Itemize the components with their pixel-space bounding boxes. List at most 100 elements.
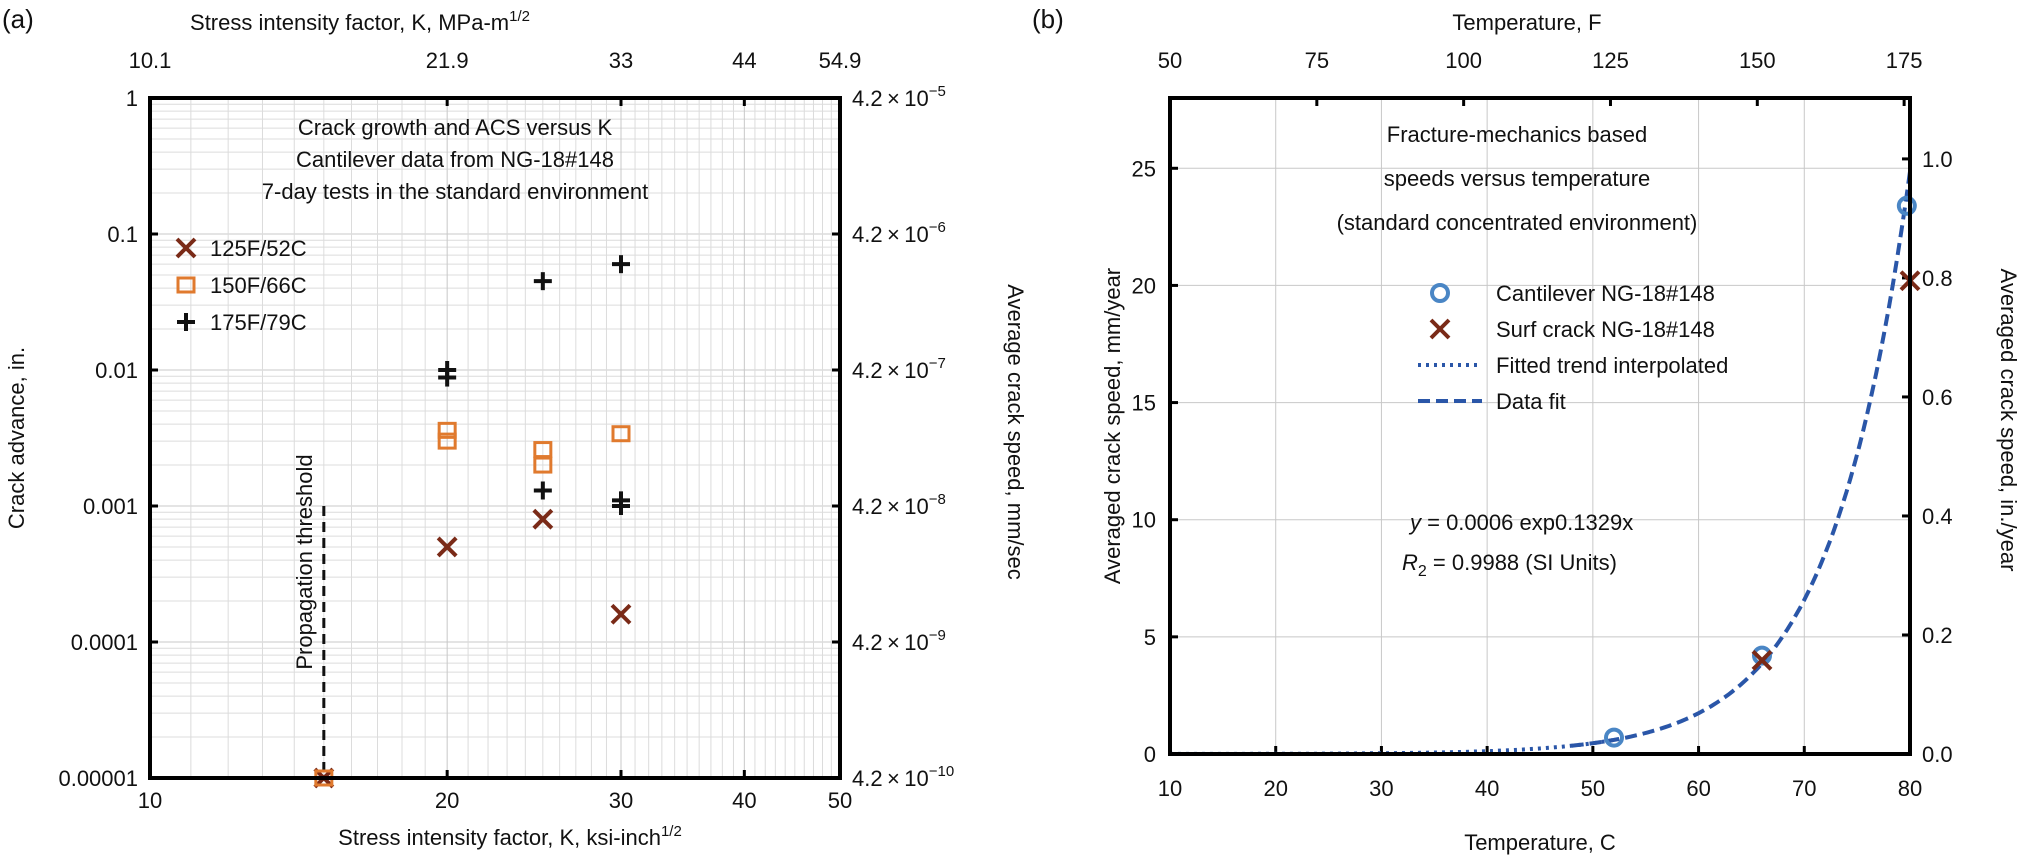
panel-b-title-line-3: (standard concentrated environment) bbox=[1337, 210, 1698, 235]
legend-label-surf-crack-ng-18-148: Surf crack NG-18#148 bbox=[1496, 317, 1715, 342]
panel-a-top-tick-label: 21.9 bbox=[426, 48, 469, 73]
panel-b-y-tick-label: 10 bbox=[1132, 508, 1156, 533]
panel-b-point-surf-crack-ng-18-148 bbox=[1751, 649, 1773, 671]
legend-label-data-fit: Data fit bbox=[1496, 389, 1566, 414]
fit-equation: y = 0.0006 exp0.1329x bbox=[1408, 510, 1633, 535]
panel-a-y-tick-label: 1 bbox=[126, 86, 138, 111]
panel-b-title-line-1: Fracture-mechanics based bbox=[1387, 122, 1647, 147]
panel-a-label: (a) bbox=[2, 4, 34, 34]
panel-b-top-tick-label: 100 bbox=[1445, 48, 1482, 73]
panel-a-right-y-ticks: 4.2 × 10−5 4.2 × 10−6 4.2 × 10−7 4.2 × 10−8… bbox=[832, 83, 954, 791]
panel-a-top-tick-label: 44 bbox=[732, 48, 756, 73]
panel-a-y-ticks: 0.00001 0.0001 0.001 0.01 0.1 1 bbox=[58, 86, 158, 791]
panel-a-top-axis-title: Stress intensity factor, K, MPa-m1/2 bbox=[190, 8, 530, 35]
panel-b-y-tick-label: 25 bbox=[1132, 156, 1156, 181]
panel-b-y-axis-title: Averaged crack speed, mm/year bbox=[1100, 268, 1125, 584]
panel-a-point-175f-79c bbox=[611, 255, 630, 274]
legend-label-175f-79c: 175F/79C bbox=[210, 310, 307, 335]
data-fit-line bbox=[1571, 171, 1912, 748]
panel-a-y-tick-label: 0.00001 bbox=[58, 766, 138, 791]
panel-a-x-tick-label: 50 bbox=[828, 788, 852, 813]
panel-b-x-tick-label: 50 bbox=[1581, 776, 1605, 801]
panel-a-grid bbox=[149, 98, 841, 779]
panel-b-label: (b) bbox=[1032, 4, 1064, 34]
legend-label-125f-52c: 125F/52C bbox=[210, 236, 307, 261]
legend-label-cantilever-ng-18-148: Cantilever NG-18#148 bbox=[1496, 281, 1715, 306]
panel-b-plot-bg bbox=[1170, 98, 1910, 754]
panel-b-right-tick-label: 0.2 bbox=[1922, 623, 1953, 648]
panel-b-y-tick-label: 20 bbox=[1132, 273, 1156, 298]
legend-label-150f-66c: 150F/66C bbox=[210, 273, 307, 298]
panel-a-point-175f-79c bbox=[611, 497, 630, 515]
panel-a-point-150f-66c bbox=[611, 425, 631, 443]
panel-b-right-tick-label: 0.4 bbox=[1922, 504, 1953, 529]
panel-b-x-tick-label: 30 bbox=[1369, 776, 1393, 801]
panel-a-point-175f-79c bbox=[533, 272, 552, 291]
panel-a-legend: 125F/52C 150F/66C 175F/79C bbox=[175, 236, 307, 335]
panel-b-top-tick-label: 75 bbox=[1305, 48, 1329, 73]
panel-a-point-125f-52c bbox=[436, 536, 458, 558]
panel-b-right-y-ticks: 0.0 0.2 0.4 0.6 0.8 1.0 bbox=[1902, 147, 1953, 767]
panel-b-x-tick-label: 70 bbox=[1792, 776, 1816, 801]
panel-b-x-tick-label: 40 bbox=[1475, 776, 1499, 801]
panel-a-right-tick-label: 4.2 × 10−10 bbox=[852, 763, 954, 791]
panel-b-top-tick-label: 125 bbox=[1592, 48, 1629, 73]
panel-a-x-tick-label: 30 bbox=[609, 788, 633, 813]
panel-a-right-tick-label: 4.2 × 10−6 bbox=[852, 219, 946, 247]
panel-b-frame bbox=[1168, 96, 1912, 756]
panel-a-title-line-3: 7-day tests in the standard environment bbox=[262, 179, 648, 204]
panel-b-top-tick-label: 50 bbox=[1158, 48, 1182, 73]
panel-b-x-tick-label: 10 bbox=[1158, 776, 1182, 801]
panel-a-point-150f-66c bbox=[533, 456, 553, 474]
panel-a-x-tick-label: 40 bbox=[732, 788, 756, 813]
panel-a-y-tick-label: 0.001 bbox=[83, 494, 138, 519]
panel-b-x-ticks: 10 20 30 40 50 60 70 80 bbox=[1158, 746, 1922, 801]
legend-marker-175f-79c bbox=[177, 313, 195, 331]
panel-b-y-tick-label: 15 bbox=[1132, 391, 1156, 416]
panel-a-right-tick-label: 4.2 × 10−5 bbox=[852, 83, 946, 111]
legend-marker-125f-52c bbox=[175, 237, 197, 259]
panel-b-point-cantilever-ng-18-148 bbox=[1604, 727, 1624, 748]
fit-r-squared: R2 = 0.9988 (SI Units) bbox=[1402, 550, 1617, 580]
legend-label-fitted-trend-interpolated: Fitted trend interpolated bbox=[1496, 353, 1728, 378]
panel-a-right-tick-label: 4.2 × 10−8 bbox=[852, 491, 946, 519]
panel-b-right-axis-title: Averaged crack speed, in./year bbox=[1996, 269, 2021, 572]
panel-b-top-x-ticks: 50 75 100 125 150 175 bbox=[1158, 48, 1923, 106]
panel-a-title-line-1: Crack growth and ACS versus K bbox=[298, 115, 613, 140]
panel-b-top-axis-title: Temperature, F bbox=[1452, 10, 1601, 35]
panel-b-right-tick-label: 0.8 bbox=[1922, 266, 1953, 291]
panel-a-y-tick-label: 0.01 bbox=[95, 358, 138, 383]
panel-a-title-line-2: Cantilever data from NG-18#148 bbox=[296, 147, 614, 172]
legend-marker-cantilever-ng-18-148 bbox=[1430, 283, 1450, 303]
panel-a-point-175f-79c bbox=[438, 368, 457, 387]
panel-a-frame bbox=[148, 96, 842, 780]
panel-b-y-ticks: 0 5 10 15 20 25 bbox=[1132, 156, 1178, 767]
panel-b-x-tick-label: 60 bbox=[1686, 776, 1710, 801]
panel-b-x-axis-title: Temperature, C bbox=[1464, 830, 1616, 855]
legend-marker-surf-crack-ng-18-148 bbox=[1429, 318, 1451, 340]
panel-b-right-tick-label: 0.6 bbox=[1922, 385, 1953, 410]
panel-b-y-tick-label: 0 bbox=[1144, 742, 1156, 767]
panel-a-y-tick-label: 0.0001 bbox=[71, 630, 138, 655]
panel-b-x-tick-label: 80 bbox=[1898, 776, 1922, 801]
panel-b-title-line-2: speeds versus temperature bbox=[1384, 166, 1651, 191]
panel-a-top-tick-label: 33 bbox=[609, 48, 633, 73]
panel-a-plot-bg bbox=[150, 98, 840, 778]
panel-a-x-tick-label: 10 bbox=[138, 788, 162, 813]
panel-a-x-ticks: 10 20 30 40 50 bbox=[138, 770, 852, 813]
panel-b-right-tick-label: 0.0 bbox=[1922, 742, 1953, 767]
panel-a: (a) Stress intensity factor, K, MPa-m1/2… bbox=[2, 4, 1028, 850]
panel-a-point-150f-66c bbox=[437, 421, 457, 439]
panel-a-x-tick-label: 20 bbox=[435, 788, 459, 813]
panel-b-top-tick-label: 175 bbox=[1886, 48, 1923, 73]
propagation-threshold-label: Propagation threshold bbox=[292, 454, 317, 669]
panel-b-legend: Cantilever NG-18#148 Surf crack NG-18#148… bbox=[1418, 281, 1728, 414]
panel-a-top-x-ticks: 10.1 21.9 33 44 54.9 bbox=[129, 48, 861, 106]
panel-b-point-cantilever-ng-18-148 bbox=[1752, 645, 1772, 666]
panel-a-right-tick-label: 4.2 × 10−7 bbox=[852, 355, 946, 383]
panel-b-x-tick-label: 20 bbox=[1263, 776, 1287, 801]
panel-a-right-axis-title: Average crack speed, mm/sec bbox=[1003, 284, 1028, 580]
panel-a-y-tick-label: 0.1 bbox=[107, 222, 138, 247]
panel-b-top-tick-label: 150 bbox=[1739, 48, 1776, 73]
